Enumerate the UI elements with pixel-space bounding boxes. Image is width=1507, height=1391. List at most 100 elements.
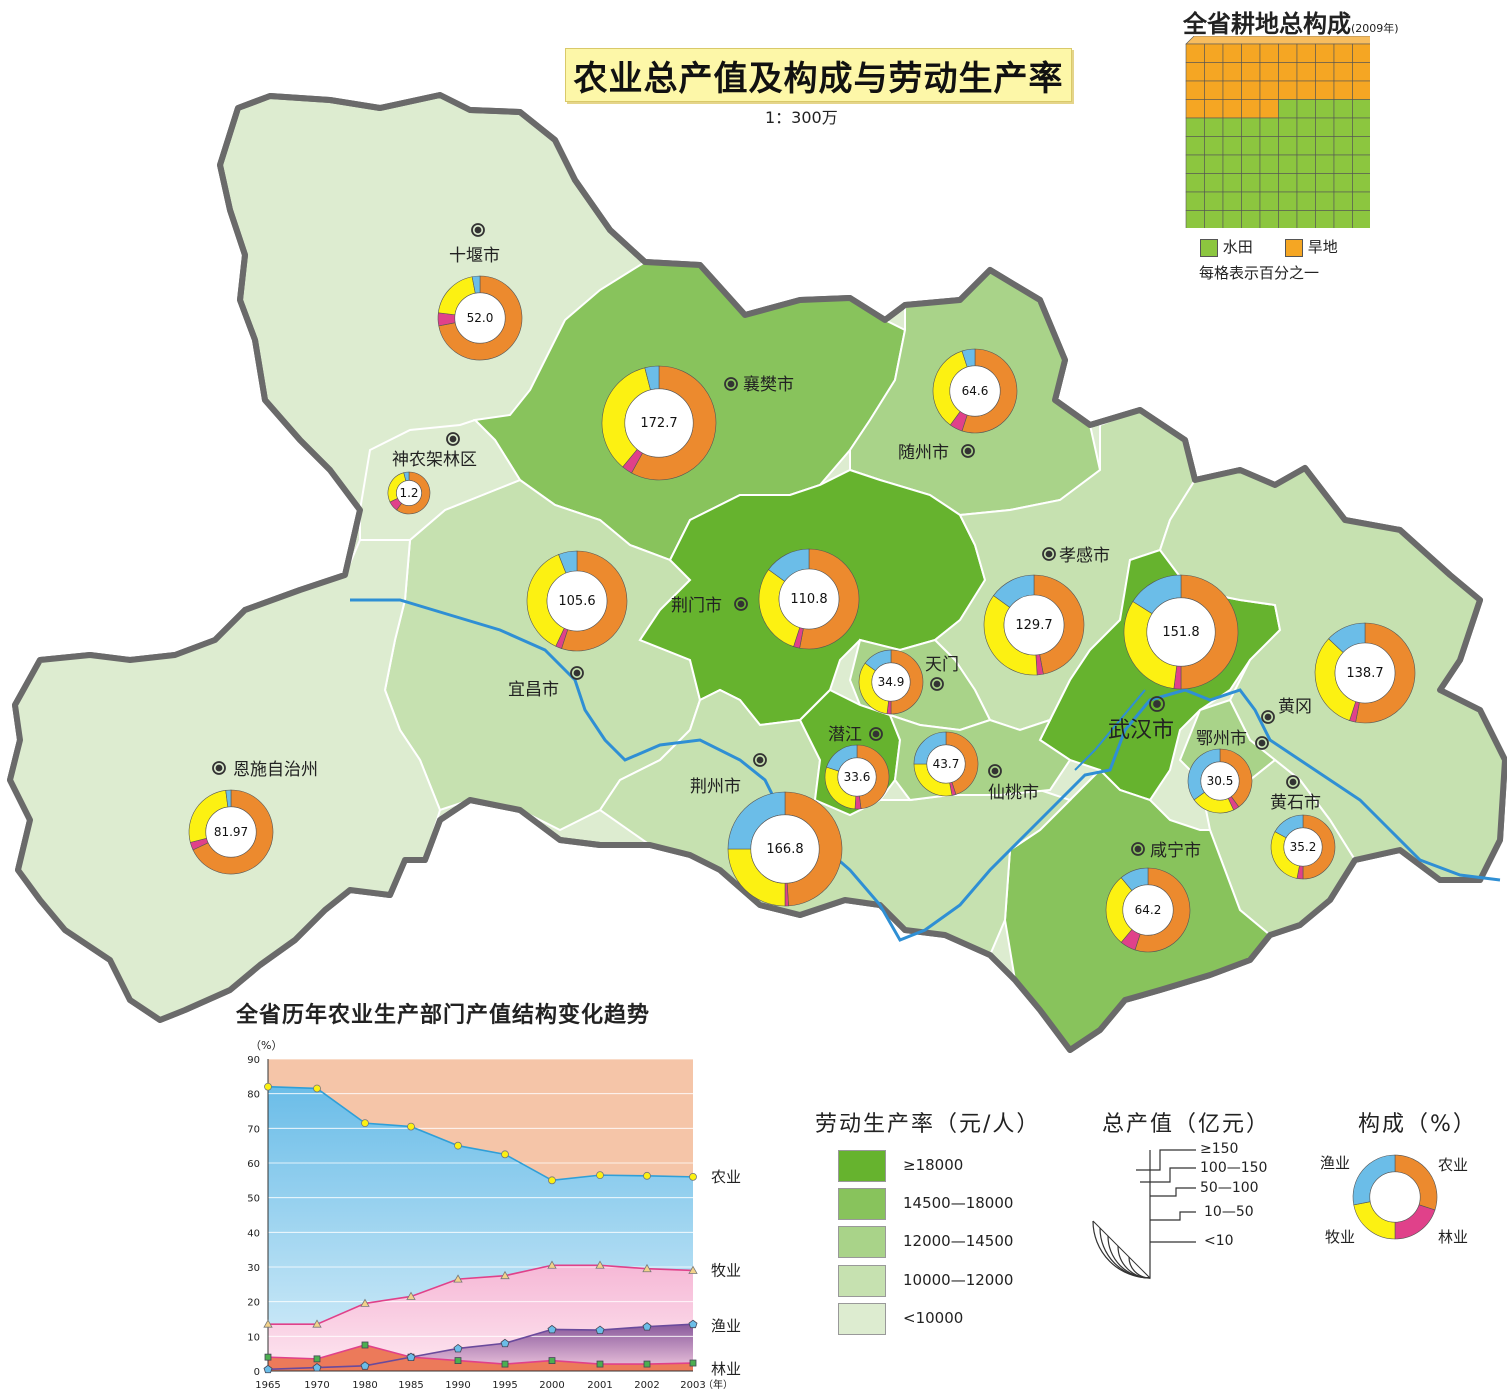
composition-label-forest: 林业 xyxy=(1438,1228,1469,1246)
paddy-cell xyxy=(1333,136,1353,156)
donut-shennongjia: 1.2 xyxy=(387,471,431,515)
paddy-cell xyxy=(1185,210,1205,228)
paddy-cell xyxy=(1296,210,1316,228)
composition-legend-title: 构成（%） xyxy=(1358,1112,1477,1137)
total-output-value: 166.8 xyxy=(766,842,803,857)
city-markers xyxy=(212,223,1300,856)
paddy-cell xyxy=(1315,99,1335,119)
paddy-cell xyxy=(1333,99,1353,119)
paddy-cell xyxy=(1259,191,1279,211)
paddy-cell xyxy=(1352,117,1370,137)
paddy-cell xyxy=(1333,154,1353,174)
dryland-cell xyxy=(1259,99,1279,119)
dryland-cell xyxy=(1222,80,1242,100)
paddy-cell xyxy=(1278,154,1298,174)
donut-hole xyxy=(1003,594,1065,656)
city-label-wuhan: 武汉市 xyxy=(1108,718,1174,743)
dryland-swatch xyxy=(1285,238,1303,257)
yangtze-river xyxy=(350,598,1501,942)
dryland-cell xyxy=(1241,99,1261,119)
city-label-ezhou: 鄂州市 xyxy=(1196,729,1247,749)
paddy-cell xyxy=(1241,210,1261,228)
han-river xyxy=(1074,689,1146,771)
paddy-cell xyxy=(1315,210,1335,228)
paddy-cell xyxy=(1278,117,1298,137)
dryland-cell xyxy=(1315,43,1335,63)
paddy-cell xyxy=(1204,117,1224,137)
paddy-cell xyxy=(1315,191,1335,211)
class-swatch xyxy=(838,1226,886,1258)
paddy-cell xyxy=(1296,99,1316,119)
donut-hole xyxy=(926,744,966,784)
paddy-cell xyxy=(1241,136,1261,156)
donut-hole xyxy=(778,568,840,630)
donut-hole xyxy=(546,570,608,632)
paddy-cell xyxy=(1278,191,1298,211)
paddy-cell xyxy=(1352,191,1370,211)
paddy-cell xyxy=(1296,191,1316,211)
donut-hole xyxy=(1200,761,1240,801)
donut-hole xyxy=(1369,1171,1421,1223)
class-label: 10000—12000 xyxy=(903,1271,1014,1289)
donut-hole xyxy=(1283,827,1323,867)
paddy-cell xyxy=(1204,173,1224,193)
productivity-class-5: <10000 xyxy=(838,1303,1058,1335)
paddy-cell xyxy=(1333,173,1353,193)
total-class-5: <10 xyxy=(1204,1233,1234,1249)
total-output-value: 30.5 xyxy=(1207,774,1234,788)
total-output-value: 105.6 xyxy=(558,594,595,609)
total-output-value: 81.97 xyxy=(214,825,248,839)
paddy-cell xyxy=(1222,154,1242,174)
donut-huangshi: 35.2 xyxy=(1270,814,1336,880)
paddy-cell xyxy=(1352,99,1370,119)
paddy-cell xyxy=(1352,173,1370,193)
donut-hole xyxy=(205,806,257,858)
paddy-cell xyxy=(1204,210,1224,228)
paddy-cell xyxy=(1333,210,1353,228)
donut-xianning: 64.2 xyxy=(1105,867,1191,953)
class-label: 14500—18000 xyxy=(903,1194,1014,1212)
dryland-cell xyxy=(1296,80,1316,100)
province-border xyxy=(7,92,1507,1053)
total-output-value: 35.2 xyxy=(1290,840,1317,854)
paddy-cell xyxy=(1315,154,1335,174)
donut-yichang: 105.6 xyxy=(526,550,628,652)
total-class-4: 10—50 xyxy=(1204,1204,1254,1220)
dryland-cell xyxy=(1222,43,1242,63)
total-output-value: 151.8 xyxy=(1162,625,1199,640)
composition-label-fishery: 渔业 xyxy=(1320,1154,1351,1172)
dryland-cell xyxy=(1204,62,1224,82)
paddy-cell xyxy=(1222,191,1242,211)
paddy-cell xyxy=(1185,154,1205,174)
paddy-cell xyxy=(1296,117,1316,137)
class-label: 12000—14500 xyxy=(903,1232,1014,1250)
dryland-cell xyxy=(1259,80,1279,100)
paddy-cell xyxy=(1185,136,1205,156)
donut-tianmen: 34.9 xyxy=(858,649,924,715)
city-label-jingzhou: 荆州市 xyxy=(690,777,741,797)
city-label-huangshi: 黄石市 xyxy=(1270,793,1321,813)
city-label-qianjiang: 潜江 xyxy=(828,725,862,745)
donut-hole xyxy=(1146,597,1216,667)
dryland-cell xyxy=(1241,80,1261,100)
total-output-value: 43.7 xyxy=(933,757,960,771)
paddy-cell xyxy=(1222,173,1242,193)
donut-qianjiang: 33.6 xyxy=(824,744,890,810)
total-output-value: 1.2 xyxy=(399,486,418,500)
paddy-swatch xyxy=(1200,238,1218,257)
paddy-cell xyxy=(1259,210,1279,228)
dryland-cell xyxy=(1222,62,1242,82)
paddy-cell xyxy=(1278,99,1298,119)
total-class-2: 100—150 xyxy=(1200,1160,1268,1176)
class-swatch xyxy=(838,1265,886,1297)
paddy-cell xyxy=(1204,136,1224,156)
class-label: <10000 xyxy=(903,1309,964,1327)
total-output-value: 129.7 xyxy=(1015,618,1052,633)
paddy-cell xyxy=(1296,154,1316,174)
productivity-class-2: 14500—18000 xyxy=(838,1188,1058,1220)
map-title: 农业总产值及构成与劳动生产率 xyxy=(565,48,1072,102)
paddy-cell xyxy=(1185,173,1205,193)
class-swatch xyxy=(838,1188,886,1220)
paddy-cell xyxy=(1352,210,1370,228)
donut-shiyan: 52.0 xyxy=(437,275,523,361)
